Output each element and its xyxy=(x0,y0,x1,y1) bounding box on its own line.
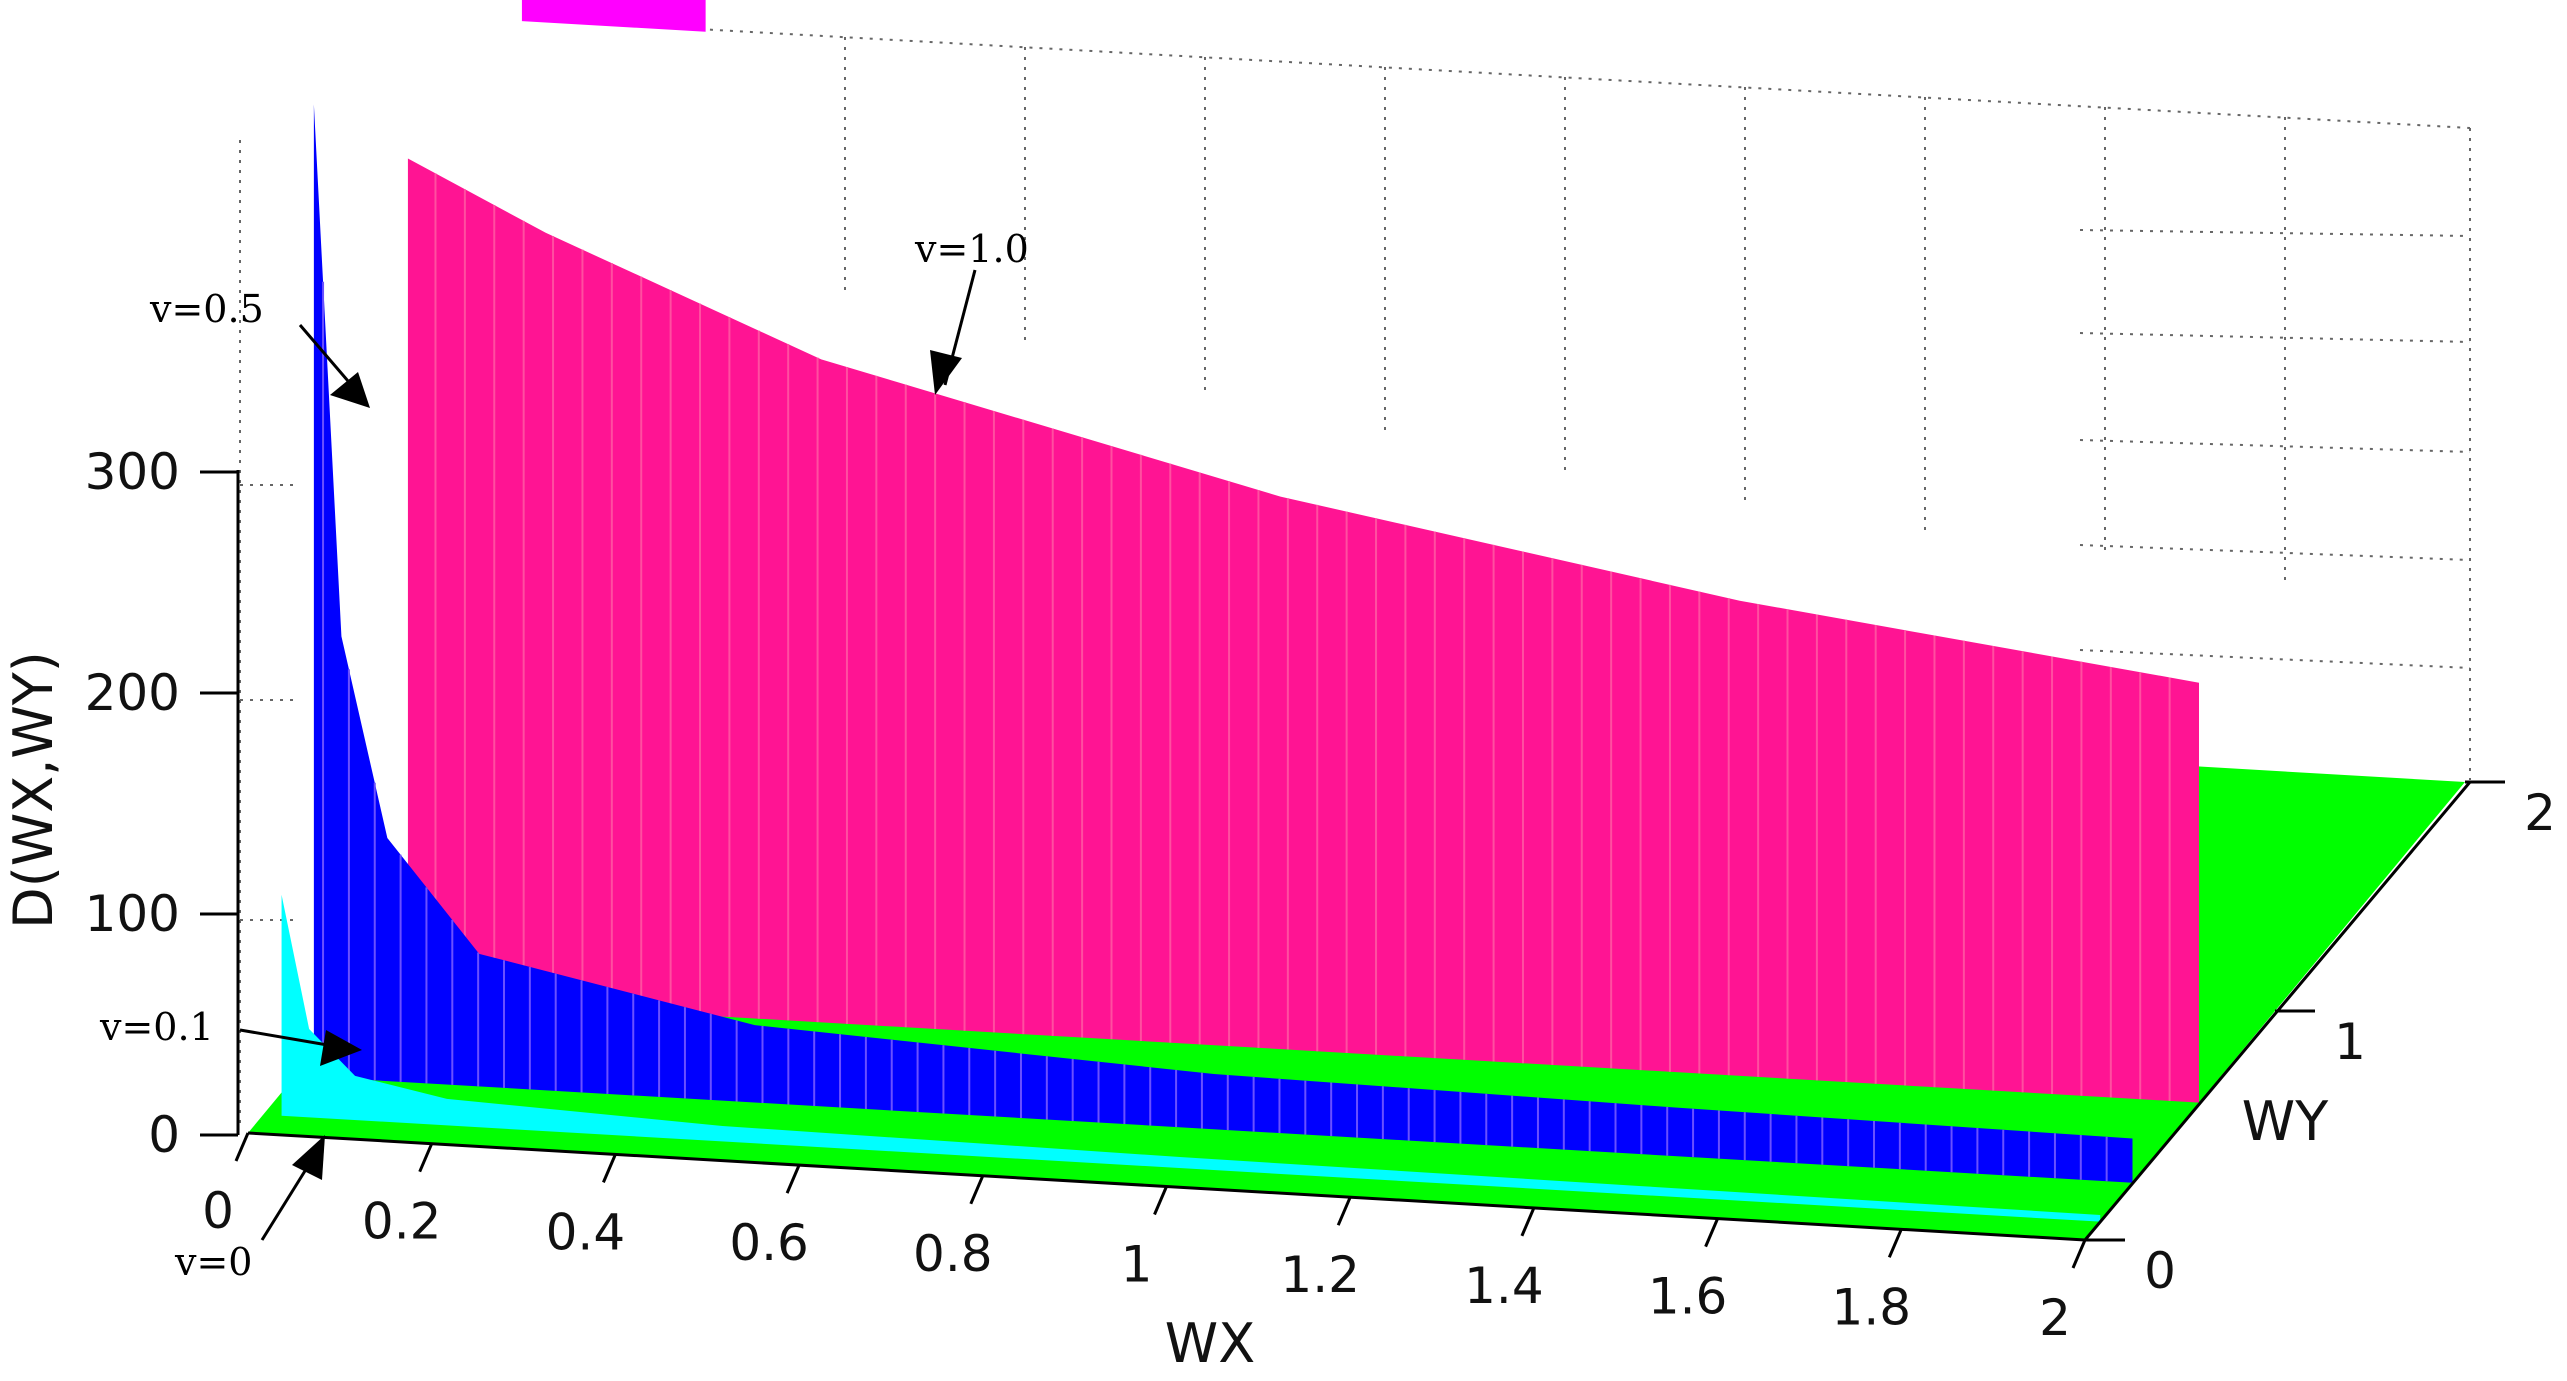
x-tick-label: 2 xyxy=(2039,1289,2071,1347)
surface-v-1-0 xyxy=(407,158,2199,1103)
z-ticks: 0 100 200 300 xyxy=(85,443,238,1164)
x-tick-label: 0.4 xyxy=(546,1203,626,1261)
y-tick-label: 1 xyxy=(2334,1013,2366,1071)
x-tick-mark xyxy=(2071,1239,2087,1269)
annotation-v-1-0: v=1.0 xyxy=(914,227,1029,271)
x-tick-mark xyxy=(1336,1196,1352,1226)
x-tick-label: 1.8 xyxy=(1832,1278,1912,1336)
annotation-v-0-1: v=0.1 xyxy=(99,1005,214,1049)
x-tick-mark xyxy=(1520,1207,1536,1237)
x-tick-mark xyxy=(969,1175,985,1205)
surface-v-0-5 xyxy=(313,104,2133,1183)
x-tick-label: 1.4 xyxy=(1464,1257,1544,1315)
y-tick-label: 2 xyxy=(2524,784,2556,842)
annotation-v-0: v=0 xyxy=(174,1240,252,1284)
x-tick-mark xyxy=(1704,1218,1719,1248)
y-axis-title: WY xyxy=(2242,1090,2329,1153)
x-tick-mark xyxy=(1887,1228,1903,1258)
x-tick-label: 0.6 xyxy=(729,1214,809,1272)
x-tick-mark xyxy=(602,1153,617,1183)
arrow-head-v-0 xyxy=(292,1135,325,1180)
x-tick-mark xyxy=(1153,1185,1168,1216)
grid xyxy=(239,27,2471,1130)
x-axis-title: WX xyxy=(1165,1312,1255,1375)
arrow-head-v-1-0 xyxy=(930,350,962,395)
x-tick-label: 0 xyxy=(202,1182,234,1240)
x-ticks: 0 0.2 0.4 0.6 0.8 1 1.2 1.4 1.6 1.8 2 xyxy=(202,1132,2087,1347)
annotations: v=1.0 v=0.5 v=0.1 v=0 xyxy=(99,227,1029,1284)
x-tick-label: 1 xyxy=(1121,1236,1153,1294)
surface-v-1-0-back-strip xyxy=(521,0,706,32)
arrow-head-v-0-5 xyxy=(330,372,370,408)
x-tick-mark xyxy=(418,1143,434,1173)
z-tick-label: 300 xyxy=(85,443,180,501)
z-tick-label: 200 xyxy=(85,664,180,722)
surface-v-0-1 xyxy=(281,894,2101,1222)
x-tick-label: 1.2 xyxy=(1280,1246,1360,1304)
y-ticks: 0 1 2 xyxy=(2085,780,2556,1300)
x-tick-mark xyxy=(785,1164,801,1194)
x-tick-mark xyxy=(234,1132,250,1162)
y-tick-label: 0 xyxy=(2144,1242,2176,1300)
x-tick-label: 0.8 xyxy=(913,1225,993,1283)
x-tick-label: 1.6 xyxy=(1648,1268,1728,1326)
arrow-head-v-0-1 xyxy=(320,1030,362,1066)
z-tick-label: 100 xyxy=(85,885,180,943)
surfaces xyxy=(248,0,2465,1240)
z-tick-label: 0 xyxy=(148,1106,180,1164)
annotation-v-0-5: v=0.5 xyxy=(149,287,264,331)
z-axis-title: D(WX,WY) xyxy=(2,651,65,929)
x-tick-label: 0.2 xyxy=(362,1193,442,1251)
